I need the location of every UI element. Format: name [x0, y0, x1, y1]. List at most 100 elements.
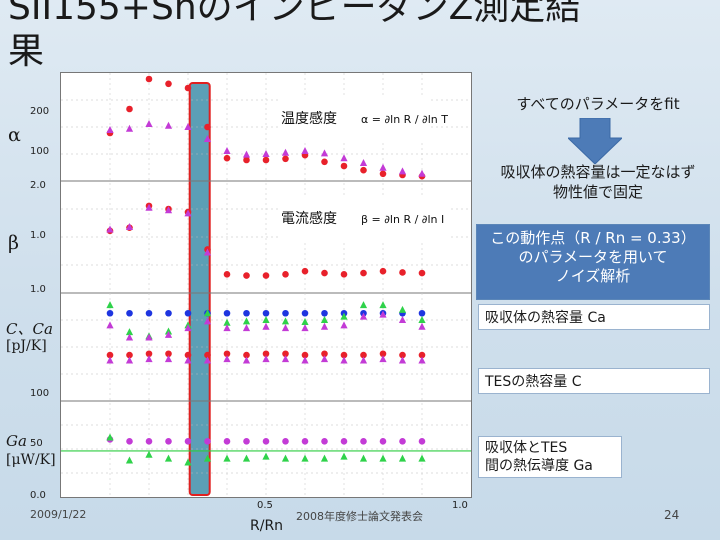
- data-point-heat-capacity-green: [262, 316, 270, 323]
- data-point-heat-capacity-C-red: [399, 351, 406, 359]
- data-point-beta-red: [379, 267, 387, 275]
- data-point-alpha-red: [321, 158, 328, 166]
- data-point-heat-capacity-magenta: [398, 316, 407, 323]
- data-point-ga-magenta: [243, 438, 250, 445]
- data-point-heat-capacity-C-magenta: [359, 356, 368, 364]
- data-point-ga-green: [281, 454, 290, 462]
- y-tick-label: 100: [30, 388, 50, 399]
- slide-title: SII155+SnのインピーダンZ測定結 果: [8, 0, 648, 74]
- data-point-heat-capacity-Ca-blue: [126, 309, 133, 317]
- fixed-note: 吸収体の熱容量は一定なはず 物性値で固定: [478, 162, 718, 202]
- data-point-heat-capacity-C-red: [243, 351, 250, 359]
- y-tick-label: 0.0: [30, 490, 46, 501]
- data-point-heat-capacity-green: [203, 309, 212, 317]
- data-point-ga-green: [320, 454, 329, 462]
- data-point-ga-green: [418, 454, 426, 462]
- data-point-ga-green: [359, 454, 368, 462]
- data-point-heat-capacity-C-red: [360, 351, 367, 359]
- data-point-heat-capacity-C-magenta: [281, 355, 290, 363]
- data-point-alpha-magenta: [320, 149, 329, 157]
- data-point-alpha-magenta: [262, 150, 270, 157]
- data-point-ga-magenta: [340, 438, 348, 445]
- data-point-beta-red: [262, 272, 270, 279]
- data-point-heat-capacity-green: [301, 318, 309, 326]
- data-point-alpha-red: [282, 155, 289, 163]
- data-point-heat-capacity-C-magenta: [145, 355, 153, 363]
- fit-all-note: すべてのパラメータをfit: [516, 95, 680, 113]
- data-point-alpha-magenta: [184, 123, 192, 130]
- data-point-heat-capacity-C-red: [126, 351, 133, 359]
- data-point-heat-capacity-Ca-blue: [106, 309, 114, 317]
- data-point-ga-magenta: [321, 438, 328, 445]
- data-point-ga-green: [203, 454, 212, 462]
- scatter-chart: 温度感度 α = ∂ln R / ∂ln T 電流感度 β = ∂ln R / ∂ln…: [61, 73, 471, 497]
- operating-point-callout: この動作点（R / Rn = 0.33） のパラメータを用いて ノイズ解析: [476, 224, 710, 300]
- data-point-heat-capacity-C-magenta: [340, 356, 348, 364]
- data-point-heat-capacity-green: [359, 301, 368, 309]
- data-point-beta-red: [340, 271, 348, 278]
- data-point-alpha-red: [243, 156, 250, 164]
- data-point-ga-magenta: [418, 438, 426, 445]
- data-point-heat-capacity-C-magenta: [106, 356, 114, 364]
- data-point-heat-capacity-C-magenta: [164, 355, 173, 363]
- data-point-beta-magenta: [184, 209, 192, 217]
- footer-date: 2009/1/22: [30, 508, 87, 521]
- data-point-heat-capacity-C-red: [321, 350, 328, 358]
- y-tick-label: 100: [30, 146, 50, 157]
- data-point-beta-red: [301, 267, 309, 275]
- data-point-alpha-magenta: [223, 147, 231, 154]
- data-point-heat-capacity-C-red: [379, 350, 387, 358]
- data-point-ga-green: [145, 450, 153, 458]
- data-point-ga-green: [184, 458, 192, 466]
- data-point-ga-magenta: [399, 438, 406, 445]
- data-point-heat-capacity-magenta: [223, 324, 231, 332]
- data-point-ga-green: [125, 456, 134, 464]
- data-point-heat-capacity-Ca-blue: [184, 309, 192, 317]
- data-point-heat-capacity-C-red: [165, 350, 172, 358]
- y-tick-label: 2.0: [30, 180, 46, 191]
- c-label-box: TESの熱容量 C: [478, 368, 710, 394]
- current-sensitivity-label: 電流感度: [281, 210, 337, 227]
- data-point-beta-red: [321, 269, 328, 277]
- data-point-heat-capacity-magenta: [418, 322, 426, 330]
- data-point-heat-capacity-magenta: [262, 322, 270, 330]
- data-point-alpha-magenta: [242, 150, 251, 158]
- data-point-alpha-red: [360, 166, 367, 174]
- data-point-ga-green: [340, 452, 348, 460]
- data-point-heat-capacity-C-magenta: [398, 356, 407, 364]
- down-arrow-icon: [568, 118, 622, 164]
- data-point-beta-red: [282, 271, 289, 278]
- data-point-heat-capacity-green: [242, 317, 251, 325]
- data-point-heat-capacity-green: [379, 301, 387, 309]
- data-point-alpha-red: [165, 80, 172, 88]
- data-point-heat-capacity-Ca-blue: [145, 309, 153, 317]
- data-point-beta-red: [243, 272, 250, 279]
- data-point-heat-capacity-Ca-blue: [262, 309, 270, 317]
- data-point-heat-capacity-magenta: [203, 317, 212, 325]
- data-point-beta-red: [360, 269, 367, 277]
- data-point-heat-capacity-C-red: [340, 351, 348, 359]
- data-point-heat-capacity-magenta: [301, 324, 309, 332]
- data-point-ga-magenta: [379, 438, 387, 445]
- data-point-alpha-red: [262, 156, 270, 164]
- data-point-ga-green: [164, 454, 173, 462]
- data-point-heat-capacity-C-magenta: [418, 356, 426, 364]
- title-line-2: 果: [8, 31, 45, 72]
- data-point-beta-magenta: [145, 203, 153, 211]
- data-point-heat-capacity-green: [106, 301, 114, 309]
- data-point-beta-magenta: [164, 206, 173, 214]
- data-point-heat-capacity-C-red: [184, 351, 192, 359]
- data-point-alpha-magenta: [106, 126, 114, 133]
- data-point-heat-capacity-C-red: [418, 351, 426, 359]
- data-point-ga-green: [242, 454, 251, 462]
- data-point-alpha-magenta: [418, 169, 426, 177]
- fixed-note-line-1: 吸収体の熱容量は一定なはず: [500, 163, 696, 181]
- data-point-heat-capacity-C-red: [301, 351, 309, 359]
- data-point-heat-capacity-C-red: [282, 350, 289, 358]
- data-point-alpha-red: [379, 170, 387, 178]
- data-point-heat-capacity-C-magenta: [379, 355, 387, 363]
- data-point-heat-capacity-magenta: [379, 310, 387, 318]
- data-point-alpha-magenta: [145, 120, 153, 127]
- data-point-alpha-red: [145, 75, 153, 83]
- ga-label-line-2: 間の熱伝導度 Ga: [485, 458, 593, 474]
